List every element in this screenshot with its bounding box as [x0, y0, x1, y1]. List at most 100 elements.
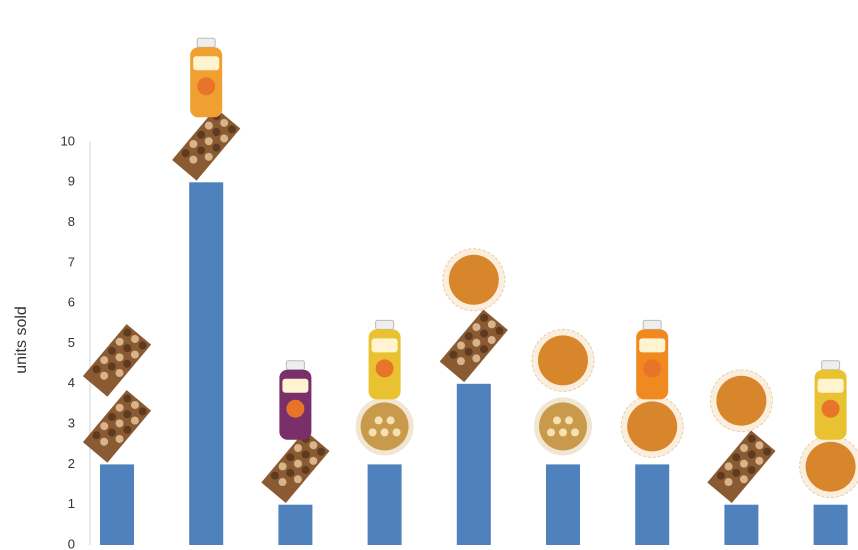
nut-bar-icon — [261, 430, 330, 504]
nut-bar-icon — [172, 107, 241, 181]
nut — [449, 350, 458, 359]
y-axis-label: units sold — [13, 306, 30, 374]
bottle-fruit — [643, 359, 662, 378]
nut — [747, 450, 756, 459]
nut — [92, 431, 101, 440]
nut — [181, 149, 190, 158]
nut — [138, 341, 147, 350]
nut — [115, 337, 124, 346]
nut — [293, 475, 302, 484]
nut — [732, 453, 741, 462]
bar — [100, 464, 134, 545]
bar — [546, 464, 580, 545]
nut — [107, 428, 116, 437]
y-tick-label: 1 — [68, 496, 75, 511]
nut — [456, 357, 465, 366]
cookie-piece — [571, 428, 579, 437]
bottle-cap — [375, 319, 395, 330]
nut — [220, 134, 229, 143]
nut — [464, 332, 473, 341]
nut — [100, 356, 109, 365]
bottle-cap — [642, 319, 662, 330]
nut — [763, 447, 772, 456]
bottle-cap — [285, 360, 305, 371]
nut — [739, 459, 748, 468]
nut — [293, 459, 302, 468]
y-tick-label: 6 — [68, 295, 75, 310]
bar — [724, 504, 759, 545]
nut — [317, 447, 326, 456]
bar — [189, 182, 224, 546]
y-tick-label: 2 — [68, 456, 75, 471]
cookie-piece — [392, 428, 401, 437]
bottle-label — [817, 378, 844, 393]
nut — [487, 335, 496, 344]
nut — [189, 155, 198, 164]
nut — [123, 344, 132, 353]
y-tick-label: 5 — [68, 335, 75, 350]
nut — [197, 130, 206, 139]
nut — [472, 323, 481, 332]
nut — [747, 466, 756, 475]
y-tick-label: 9 — [68, 174, 75, 189]
nut — [92, 365, 101, 374]
product-icons — [172, 37, 241, 181]
product-icons — [82, 324, 152, 463]
cookie-piece — [386, 416, 395, 425]
nut — [115, 368, 124, 377]
nut — [724, 478, 733, 487]
nut — [495, 326, 504, 335]
nut — [456, 341, 465, 350]
product-icons — [531, 328, 595, 456]
product-icons — [799, 360, 858, 499]
bottle-fruit — [375, 359, 394, 378]
nut — [472, 354, 481, 363]
muffin-top — [716, 375, 767, 426]
nut — [747, 434, 756, 443]
product-icons — [261, 360, 330, 504]
nut — [309, 456, 318, 465]
nut — [100, 422, 109, 431]
nut — [755, 441, 764, 450]
nut — [724, 462, 733, 471]
cookie-piece — [380, 428, 389, 437]
nut — [204, 137, 213, 146]
nut — [204, 152, 213, 161]
nut — [138, 407, 147, 416]
bar — [367, 464, 402, 545]
nut — [115, 403, 124, 412]
nut — [716, 471, 725, 480]
bottle-cap — [821, 360, 841, 371]
nut — [480, 313, 489, 322]
nut — [740, 444, 749, 453]
cookie-piece — [553, 416, 561, 425]
nut — [286, 468, 295, 477]
muffin-top — [538, 335, 588, 386]
nut — [115, 419, 124, 428]
product-icons — [620, 319, 684, 458]
nut — [278, 462, 287, 471]
muffin-top — [448, 254, 499, 305]
bottle-label — [639, 338, 666, 353]
nut-bar-icon — [82, 390, 152, 463]
bottle-fruit — [197, 77, 216, 96]
bar — [456, 383, 491, 545]
bottle-fruit — [286, 399, 305, 418]
nut — [739, 475, 748, 484]
cookie-piece — [374, 416, 383, 425]
y-tick-label: 8 — [68, 214, 75, 229]
bottle-cap — [196, 37, 216, 48]
product-icons — [707, 369, 776, 504]
nut — [189, 140, 198, 149]
cookie — [539, 402, 587, 451]
bar — [813, 504, 848, 545]
bar — [278, 504, 313, 545]
nut — [204, 121, 213, 130]
nut — [464, 347, 473, 356]
nut — [130, 416, 139, 425]
nut — [227, 125, 236, 134]
y-tick-label: 10 — [61, 133, 75, 148]
nut — [107, 412, 116, 421]
nut — [123, 410, 132, 419]
bar — [635, 464, 670, 545]
